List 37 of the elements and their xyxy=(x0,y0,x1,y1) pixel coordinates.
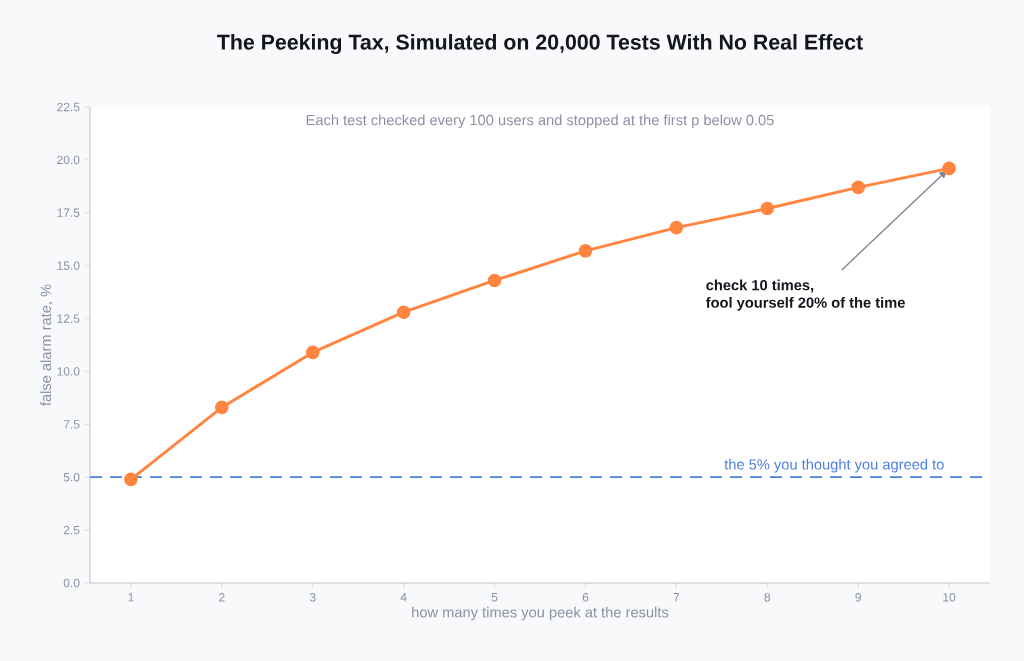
x-tick-label: 6 xyxy=(582,593,589,602)
y-axis-title: false alarm rate, % xyxy=(40,284,53,406)
x-axis-title: how many times you peek at the results xyxy=(412,606,669,621)
point xyxy=(669,220,684,235)
y-tick-label: 7.5 xyxy=(63,420,80,429)
point xyxy=(851,180,865,195)
ref-line-label: the 5% you thought you agreed to xyxy=(724,458,944,473)
y-tick-label: 2.5 xyxy=(63,525,80,535)
y-tick-label: 5.0 xyxy=(63,472,80,482)
y-tick-label: 12.5 xyxy=(57,314,80,323)
y-tick-label: 22.5 xyxy=(57,102,80,112)
chart-title: The Peeking Tax, Simulated on 20,000 Tests With No Real Effect xyxy=(217,34,863,54)
point xyxy=(215,400,229,415)
chart-subtitle: Each test checked every 100 users and stopped at the first p below 0.05 xyxy=(306,114,774,129)
y-tick-label: 0.0 xyxy=(63,578,80,588)
x-tick-label: 2 xyxy=(219,593,225,602)
x-tick-label: 3 xyxy=(309,593,316,602)
point xyxy=(942,161,956,176)
y-tick-label: 15.0 xyxy=(57,261,80,270)
annotation: fool yourself 20% of the time xyxy=(705,297,905,311)
x-tick-label: 9 xyxy=(855,593,861,602)
x-tick-label: 10 xyxy=(943,593,956,602)
y-tick-label: 10.0 xyxy=(57,367,80,376)
x-tick-label: 7 xyxy=(673,593,680,602)
point xyxy=(396,305,411,320)
point xyxy=(578,244,593,258)
x-tick-label: 1 xyxy=(128,593,134,602)
x-tick-label: 5 xyxy=(491,593,498,602)
y-tick-label: 17.5 xyxy=(57,208,80,217)
y-tick-label: 20.0 xyxy=(57,155,80,165)
x-tick-label: 8 xyxy=(764,593,771,602)
annotation: check 10 times, xyxy=(706,279,814,293)
point xyxy=(487,273,502,288)
point xyxy=(760,201,775,216)
point xyxy=(305,345,320,360)
x-tick-label: 4 xyxy=(400,593,407,602)
point xyxy=(124,472,138,487)
